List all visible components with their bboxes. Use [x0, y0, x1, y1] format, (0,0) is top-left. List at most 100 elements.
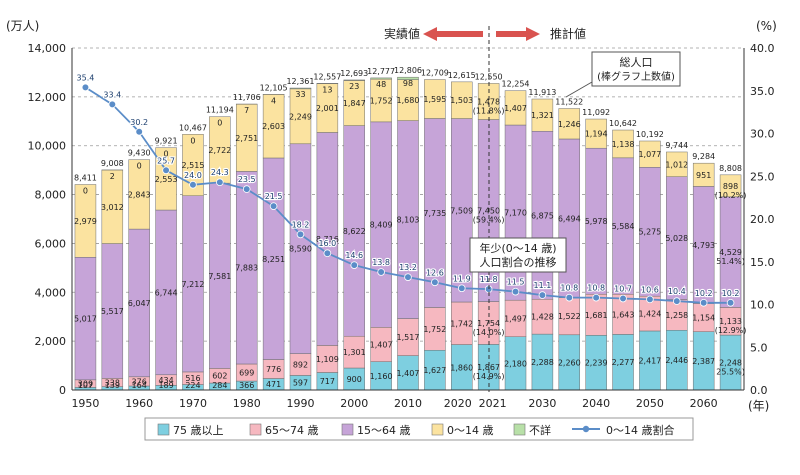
- legend: 75 歳以上 65～74 歳 15～64 歳 0～14 歳 不詳 0～14 歳割…: [144, 417, 694, 441]
- segment-label-unknown: 2: [110, 172, 115, 181]
- ratio-point: [350, 261, 359, 269]
- y-left-tick-label: 6,000: [35, 237, 67, 250]
- segment-label-over75: 1,407: [397, 369, 420, 378]
- segment-label-over75: 2,446: [665, 356, 688, 365]
- segment-label-age15_64: 6,744: [155, 288, 178, 297]
- legend-label-unknown: 不詳: [529, 423, 551, 437]
- legend-label-0-14: 0～14 歳: [447, 424, 494, 437]
- ratio-point: [323, 249, 332, 258]
- segment-label-age65_74: 699: [239, 369, 254, 378]
- y-right-tick-label: 15.0: [750, 256, 775, 269]
- y-left-tick-label: 12,000: [28, 91, 67, 104]
- x-tick-label: 2000: [340, 397, 368, 410]
- segment-label-age0_14: 2,553: [155, 175, 178, 184]
- share-note-age65_74: (12.9%): [715, 326, 747, 335]
- y-right-unit: (%): [756, 19, 777, 33]
- segment-label-age0_14: 1,246: [558, 120, 581, 129]
- ratio-point: [619, 294, 627, 303]
- total-callout-line2: (棒グラフ上数値): [597, 70, 675, 83]
- x-tick-label: 2060: [690, 397, 718, 410]
- total-label: 12,254: [502, 80, 530, 89]
- total-label: 11,194: [206, 106, 234, 115]
- segment-label-age15_64: 7,170: [504, 209, 527, 218]
- segment-label-over75: 717: [320, 377, 335, 386]
- segment-label-age65_74: 1,258: [665, 311, 688, 320]
- total-label: 10,467: [179, 123, 207, 132]
- ratio-label: 11.5: [507, 278, 525, 287]
- ratio-label: 14.6: [345, 251, 363, 260]
- ratio-callout-line1: 年少(0～14 歳): [479, 241, 556, 255]
- segment-label-age0_14: 1,138: [612, 140, 635, 149]
- segment-label-over75: 1,860: [450, 363, 473, 372]
- segment-label-age0_14: 2,515: [182, 161, 205, 170]
- segment-label-age0_14: 951: [696, 171, 711, 180]
- x-tick-label: 1950: [71, 397, 99, 410]
- total-label: 9,284: [692, 152, 715, 161]
- share-note-over75: 25.5%): [716, 368, 745, 377]
- segment-label-age15_64: 8,716: [316, 235, 339, 244]
- x-unit: (年): [748, 399, 769, 413]
- ratio-label: 10.8: [560, 284, 578, 293]
- x-tick-label: 1960: [125, 397, 153, 410]
- segment-label-age0_14: 1,407: [504, 104, 527, 113]
- y-right-tick-label: 25.0: [750, 170, 775, 183]
- segment-label-age15_64: 7,509: [450, 206, 473, 215]
- ratio-label: 10.6: [641, 285, 659, 294]
- y-left-tick-label: 4,000: [35, 286, 67, 299]
- segment-label-unknown: 13: [322, 85, 332, 94]
- bar-segment-age0_14: [692, 162, 715, 187]
- ratio-label: 11.9: [453, 274, 471, 283]
- segment-label-age15_64: 7,212: [182, 280, 205, 289]
- segment-label-over75: 139: [105, 381, 120, 390]
- bar-segment-age0_14: [128, 159, 150, 230]
- ratio-label: 16.0: [318, 239, 336, 248]
- segment-label-age15_64: 5,028: [665, 234, 688, 243]
- total-label: 9,921: [155, 137, 178, 146]
- legend-label-15-64: 15～64 歳: [357, 424, 411, 437]
- segment-label-age0_14: 2,843: [128, 190, 151, 199]
- segment-label-age65_74: 516: [185, 374, 200, 383]
- total-label: 11,913: [528, 88, 556, 97]
- legend-swatch-0-14: [431, 423, 444, 436]
- segment-label-age15_64: 8,622: [343, 227, 366, 236]
- bar-segment-age0_14: [531, 98, 554, 132]
- segment-label-age15_64: 7,581: [208, 272, 231, 281]
- ratio-point: [162, 166, 170, 175]
- total-label: 12,806: [394, 66, 422, 75]
- segment-label-age15_64: 4,529: [719, 248, 742, 257]
- segment-label-age15_64: 6,875: [531, 211, 554, 220]
- segment-label-age0_14: 2,001: [316, 104, 339, 113]
- total-label: 12,709: [421, 69, 449, 78]
- ratio-point: [81, 83, 90, 92]
- segment-label-over75: 2,288: [531, 358, 554, 367]
- x-tick-label: 1990: [286, 397, 314, 410]
- ratio-point: [672, 297, 681, 305]
- segment-label-age65_74: 309: [78, 380, 93, 389]
- projected-label: 推計値: [550, 26, 586, 41]
- segment-label-age65_74: 602: [212, 372, 227, 381]
- total-label: 8,808: [719, 164, 742, 173]
- x-tick-label: 2030: [528, 397, 556, 410]
- total-label: 11,522: [555, 98, 583, 107]
- total-label: 12,693: [340, 69, 368, 78]
- bar-segment-unknown: [370, 77, 392, 80]
- ratio-line: 35.4 33.4 30.2 25.7 24.0 24.3 23.5 21.5 18.2 16.0…: [75, 72, 741, 307]
- x-tick-label: 1980: [233, 397, 261, 410]
- bar-segment-age0_14: [666, 151, 688, 177]
- bar-segment-age0_14: [585, 118, 607, 149]
- ratio-point: [189, 181, 197, 189]
- bar-segment-unknown: [343, 79, 365, 81]
- total-label: 9,008: [101, 159, 124, 168]
- x-tick-label: 2010: [394, 397, 422, 410]
- ratio-label: 10.2: [695, 289, 713, 298]
- segment-label-age65_74: 892: [293, 361, 308, 370]
- y-left-unit: (万人): [6, 19, 39, 33]
- y-left-tick-label: 2,000: [35, 335, 67, 348]
- ratio-label: 13.8: [372, 258, 390, 267]
- ratio-point: [592, 293, 600, 302]
- y-right-tick-label: 20.0: [750, 213, 775, 226]
- segment-label-over75: 2,417: [638, 356, 661, 365]
- share-note-age15_64: (59.4%): [473, 216, 505, 225]
- y-right-tick-label: 5.0: [750, 341, 768, 354]
- y-left-tick-label: 14,000: [28, 42, 67, 55]
